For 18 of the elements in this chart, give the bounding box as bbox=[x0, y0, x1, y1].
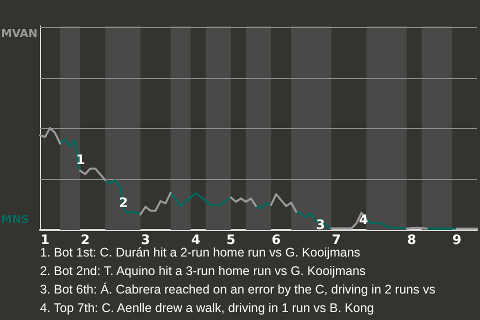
annotation: 2 bbox=[119, 196, 128, 211]
x-tick-label: 4 bbox=[191, 233, 200, 248]
text: 1. Bot 1st: C. Durán hit a 2-run home run vs G. Kooijmans bbox=[40, 246, 360, 260]
x-tick-label: 2 bbox=[80, 233, 90, 248]
text: 3. Bot 6th: Á. Cabrera reached on an error by the C, driving in 2 runs vs bbox=[40, 282, 436, 296]
x-tick-label: 9 bbox=[452, 233, 462, 248]
text: MVAN bbox=[1, 27, 38, 40]
x-tick-label: 5 bbox=[226, 233, 236, 248]
annotation: 3 bbox=[316, 218, 326, 233]
x-tick-label: 6 bbox=[272, 233, 281, 248]
x-tick-label: 7 bbox=[332, 233, 341, 248]
annotation: 1 bbox=[76, 153, 86, 168]
annotation: 4 bbox=[359, 213, 368, 228]
x-tick-label: 8 bbox=[407, 233, 416, 248]
text: 2. Bot 2nd: T. Aquino hit a 3-run home run vs G. Kooijmans bbox=[40, 264, 366, 278]
text: 4. Top 7th: C. Aenlle drew a walk, driving in 1 run vs B. Kong bbox=[40, 301, 374, 315]
x-tick-label: 3 bbox=[140, 233, 150, 248]
x-tick-label: 1 bbox=[40, 233, 50, 248]
